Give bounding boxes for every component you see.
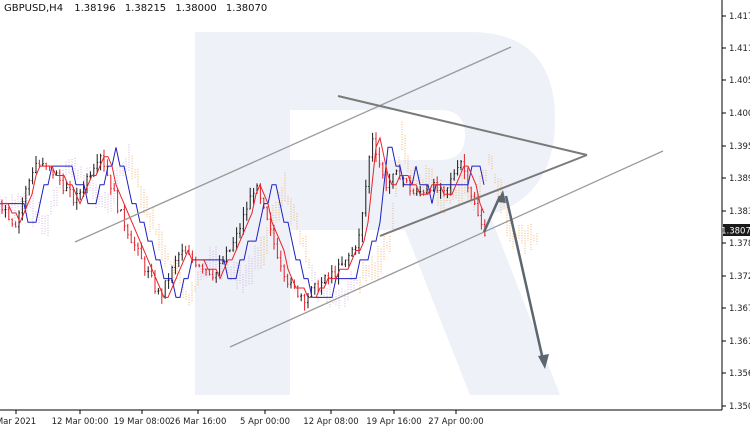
drawings[interactable] <box>74 46 664 369</box>
ichimoku-lines <box>0 136 485 298</box>
forecast-arrow-up-head <box>497 190 506 203</box>
open-value: 1.38196 <box>74 3 116 14</box>
price-axis: 1.4170 1.4115 1.4059 1.4004 1.3950 1.3894 1.38… <box>722 12 750 412</box>
price-tick-label: 1.3728 <box>729 272 750 282</box>
time-tick-label: 26 Mar 16:00 <box>170 417 227 427</box>
high-value: 1.38215 <box>124 3 167 14</box>
time-tick-label: 12 Mar 00:00 <box>52 417 109 427</box>
symbol-label: GBPUSD,H4 <box>4 3 64 14</box>
time-tick-label: 12 Apr 08:00 <box>303 417 358 427</box>
price-tick-label: 1.3507 <box>729 402 750 412</box>
kijun-sen-line <box>0 146 485 298</box>
channel-upper-line <box>74 46 512 243</box>
price-tick-label: 1.4170 <box>729 12 750 22</box>
price-tick-label: 1.4059 <box>729 76 750 86</box>
price-tick-label: 1.3839 <box>729 207 750 217</box>
tenkan-sen-line <box>0 136 485 298</box>
channel-lower-line <box>229 150 664 348</box>
forecast-arrow-down <box>504 195 545 361</box>
price-tick-label: 1.3617 <box>729 337 750 347</box>
price-tick-label: 1.3950 <box>729 142 750 152</box>
low-value: 1.38000 <box>175 3 217 14</box>
forecast-arrow-down-head <box>538 354 549 369</box>
current-price-tag: 1.3807 <box>721 224 750 237</box>
time-tick-label: 19 Apr 16:00 <box>366 417 421 427</box>
current-price-label: 1.3807 <box>721 227 750 237</box>
triangle-upper-line <box>337 95 588 156</box>
price-tick-label: 1.3783 <box>729 239 750 249</box>
price-tick-label: 1.3894 <box>729 174 750 184</box>
candles <box>1 132 486 311</box>
time-tick-label: 27 Apr 00:00 <box>428 417 483 427</box>
time-tick-label: 19 Mar 08:00 <box>114 417 171 427</box>
close-value: 1.38070 <box>225 3 268 14</box>
time-tick-label: 5 Apr 00:00 <box>240 417 290 427</box>
price-tick-label: 1.3562 <box>729 369 750 379</box>
price-tick-label: 1.4115 <box>729 44 750 54</box>
watermark-logo <box>195 32 560 395</box>
price-tick-label: 1.3673 <box>729 304 750 314</box>
price-tick-label: 1.4004 <box>729 109 750 119</box>
triangle-lower-line <box>379 154 588 237</box>
chart-info-bar: GBPUSD,H4 1.38196 1.38215 1.38000 1.3807… <box>4 3 273 14</box>
time-tick-label: Mar 2021 <box>0 417 36 427</box>
